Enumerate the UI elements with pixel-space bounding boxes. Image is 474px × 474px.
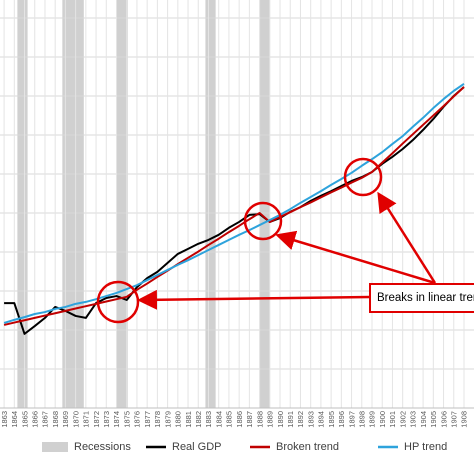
recession-band [116, 0, 128, 408]
x-tick-label: 1902 [398, 411, 407, 428]
break-circle [243, 201, 283, 241]
x-tick-label: 1903 [409, 411, 418, 428]
arrow [137, 289, 371, 310]
x-tick-label: 1898 [358, 411, 367, 428]
x-tick-label: 1880 [174, 411, 183, 428]
x-tick-label: 1894 [317, 411, 326, 428]
x-tick-label: 1864 [10, 411, 19, 428]
legend-swatch [42, 442, 68, 452]
break-circle [343, 157, 383, 197]
x-tick-label: 1897 [347, 411, 356, 428]
x-tick-label: 1879 [163, 411, 172, 428]
annotation-text: Breaks in linear trend [377, 292, 474, 304]
plot-area [3, 83, 465, 335]
x-tick-label: 1870 [71, 411, 80, 428]
series-line [3, 86, 465, 326]
x-tick-label: 1877 [143, 411, 152, 428]
x-tick-label: 1863 [0, 411, 9, 428]
x-tick-label: 1869 [61, 411, 70, 428]
legend: Recessions Real GDP Broken trend HP trend [42, 441, 447, 453]
x-tick-label: 1887 [245, 411, 254, 428]
legend-label: HP trend [404, 441, 447, 453]
series-line [4, 86, 465, 335]
annotation-box [369, 283, 474, 313]
series-line [3, 83, 465, 324]
x-tick-label: 1875 [122, 411, 131, 428]
x-tick-label: 1908 [460, 411, 469, 428]
x-tick-label: 1901 [388, 411, 397, 428]
x-tick-label: 1888 [255, 411, 264, 428]
recession-band [17, 0, 28, 408]
x-tick-label: 1906 [439, 411, 448, 428]
x-tick-label: 1907 [449, 411, 458, 428]
x-tick-label: 1872 [92, 411, 101, 428]
x-tick-label: 1873 [102, 411, 111, 428]
legend-label: Broken trend [276, 441, 339, 453]
x-tick-label: 1884 [214, 411, 223, 428]
legend-label: Recessions [74, 441, 131, 453]
legend-label: Real GDP [172, 441, 222, 453]
x-tick-label: 1868 [51, 411, 60, 428]
x-tick-label: 1885 [225, 411, 234, 428]
x-tick-label: 1900 [378, 411, 387, 428]
x-tick-label: 1896 [337, 411, 346, 428]
x-tick-label: 1904 [419, 411, 428, 428]
x-tick-label: 1889 [266, 411, 275, 428]
x-tick-label: 1891 [286, 411, 295, 428]
x-tick-label: 1890 [276, 411, 285, 428]
x-tick-label: 1883 [204, 411, 213, 428]
x-tick-label: 1905 [429, 411, 438, 428]
x-tick-label: 1876 [133, 411, 142, 428]
recession-band [205, 0, 216, 408]
x-tick-label: 1865 [20, 411, 29, 428]
background: 1863 1864 1865 1866 1867 1868 1869 1870 1871 1872… [0, 0, 474, 428]
x-tick-label: 1874 [112, 411, 121, 428]
x-tick-label: 1895 [327, 411, 336, 428]
x-tick-label: 1886 [235, 411, 244, 428]
x-tick-label: 1892 [296, 411, 305, 428]
arrow [275, 230, 436, 285]
x-tick-label: 1893 [306, 411, 315, 428]
x-tick-label: 1899 [368, 411, 377, 428]
x-tick-label: 1866 [30, 411, 39, 428]
x-tick-label: 1882 [194, 411, 203, 428]
x-tick-label: 1867 [41, 411, 50, 428]
arrow [377, 191, 437, 284]
x-tick-label: 1871 [82, 411, 91, 428]
x-tick-label: 1881 [184, 411, 193, 428]
annotations: Breaks in linear trend [96, 157, 474, 324]
x-tick-label: 1878 [153, 411, 162, 428]
